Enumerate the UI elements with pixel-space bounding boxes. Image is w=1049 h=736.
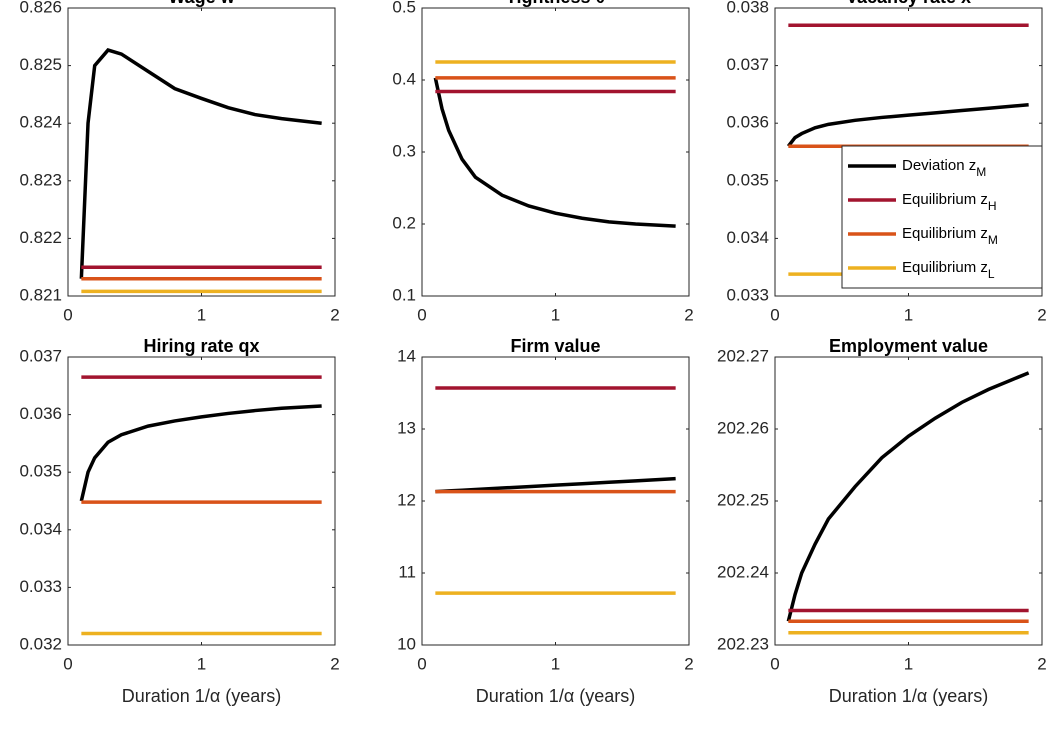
- y-tick-label: 14: [397, 346, 416, 365]
- y-tick-label: 0.3: [392, 141, 416, 160]
- y-tick-label: 0.035: [19, 462, 62, 481]
- chart-title: Wage w: [168, 0, 235, 7]
- series-line: [786, 371, 1030, 622]
- x-tick-label: 2: [1037, 305, 1046, 324]
- chart-title: Firm value: [510, 336, 600, 356]
- legend-label: Equilibrium zL: [902, 259, 995, 281]
- y-tick-label: 0.037: [726, 55, 769, 74]
- x-axis-label: Duration 1/α (years): [476, 686, 635, 706]
- plot-area: [775, 357, 1042, 645]
- x-tick-label: 0: [417, 654, 426, 673]
- chart-title: Employment value: [829, 336, 988, 356]
- y-tick-label: 0.824: [19, 113, 62, 132]
- y-tick-label: 0.1: [392, 285, 416, 304]
- legend-label: Equilibrium zH: [902, 191, 997, 213]
- plot-area: [68, 8, 335, 296]
- x-tick-label: 0: [63, 654, 72, 673]
- y-tick-label: 0.5: [392, 0, 416, 16]
- y-tick-label: 0.4: [392, 69, 416, 88]
- y-tick-label: 0.035: [726, 170, 769, 189]
- y-tick-label: 202.23: [717, 634, 769, 653]
- y-tick-label: 0.038: [726, 0, 769, 16]
- x-tick-label: 2: [1037, 654, 1046, 673]
- plot-area: [422, 8, 689, 296]
- x-tick-label: 1: [904, 305, 913, 324]
- y-tick-label: 202.26: [717, 418, 769, 437]
- y-tick-label: 202.25: [717, 490, 769, 509]
- y-tick-label: 0.032: [19, 634, 62, 653]
- x-tick-label: 1: [197, 305, 206, 324]
- y-tick-label: 0.036: [19, 404, 62, 423]
- x-tick-label: 1: [904, 654, 913, 673]
- y-tick-label: 0.825: [19, 55, 62, 74]
- series-line: [79, 404, 322, 502]
- legend-label: Deviation zM: [902, 157, 986, 179]
- x-tick-label: 0: [417, 305, 426, 324]
- x-tick-label: 1: [551, 654, 560, 673]
- x-tick-label: 2: [330, 654, 339, 673]
- x-tick-label: 2: [330, 305, 339, 324]
- x-tick-label: 2: [684, 305, 693, 324]
- y-tick-label: 0.823: [19, 170, 62, 189]
- series-line: [433, 77, 676, 228]
- series-line: [786, 103, 1029, 148]
- x-tick-label: 0: [63, 305, 72, 324]
- y-tick-label: 0.822: [19, 228, 62, 247]
- y-tick-label: 0.037: [19, 346, 62, 365]
- chart-title: Hiring rate qx: [143, 336, 259, 356]
- y-tick-label: 0.034: [19, 519, 62, 538]
- x-tick-label: 0: [770, 654, 779, 673]
- series-line: [79, 48, 322, 279]
- y-tick-label: 0.034: [726, 228, 769, 247]
- x-tick-label: 2: [684, 654, 693, 673]
- x-tick-label: 1: [197, 654, 206, 673]
- y-tick-label: 12: [397, 490, 416, 509]
- x-tick-label: 1: [551, 305, 560, 324]
- y-tick-label: 0.2: [392, 213, 416, 232]
- y-tick-label: 0.826: [19, 0, 62, 16]
- legend-box: [841, 145, 1043, 289]
- legend-label: Equilibrium zM: [902, 225, 998, 247]
- y-tick-label: 0.036: [726, 113, 769, 132]
- plot-area: [422, 357, 689, 645]
- y-tick-label: 0.033: [726, 285, 769, 304]
- chart-title: Tightness θ: [506, 0, 605, 7]
- x-tick-label: 0: [770, 305, 779, 324]
- y-tick-label: 10: [397, 634, 416, 653]
- y-tick-label: 202.27: [717, 346, 769, 365]
- x-axis-label: Duration 1/α (years): [829, 686, 988, 706]
- y-tick-label: 11: [398, 562, 416, 581]
- y-tick-label: 0.033: [19, 577, 62, 596]
- chart-title: Vacancy rate x: [846, 0, 971, 7]
- y-tick-label: 13: [397, 418, 416, 437]
- y-tick-label: 202.24: [717, 562, 769, 581]
- x-axis-label: Duration 1/α (years): [122, 686, 281, 706]
- y-tick-label: 0.821: [19, 285, 62, 304]
